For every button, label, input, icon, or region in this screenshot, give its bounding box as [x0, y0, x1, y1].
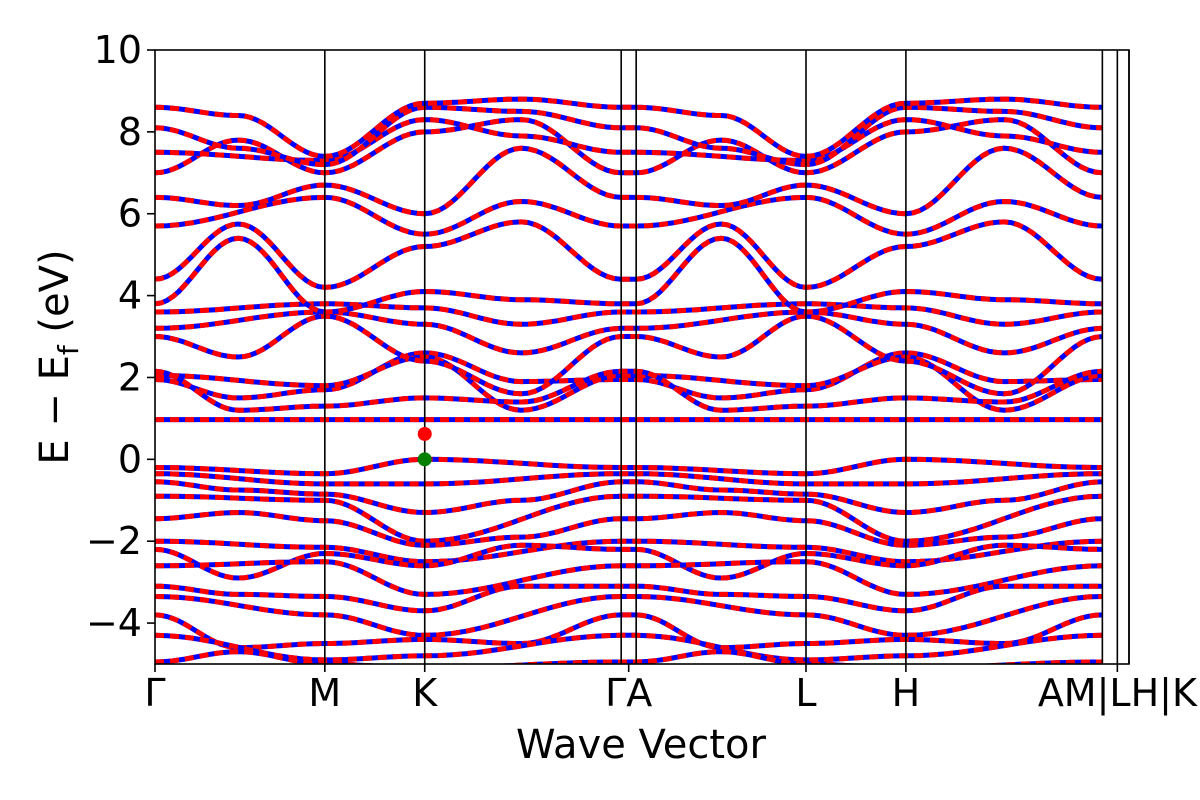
y-tick-label-5: 6: [118, 192, 142, 236]
y-axis-ticks: −4 −2 0 2 4 6 8 10: [86, 28, 155, 645]
band-21-series-dashed: [155, 219, 1103, 290]
band-5-series-dashed: [155, 509, 1103, 548]
y-axis-label: E − Ef (eV): [32, 249, 85, 464]
y-tick-label-3: 2: [118, 355, 142, 399]
band-20-series-dashed: [155, 235, 1103, 315]
y-axis-label-main: E − E: [32, 355, 78, 465]
x-tick-label-4: L: [795, 671, 816, 715]
band-26-series-dashed: [155, 104, 1103, 168]
band-8: [155, 559, 1103, 597]
band-13: [155, 649, 1103, 664]
band-7-series-dashed: [155, 542, 1103, 581]
y-tick-label-2: 0: [118, 437, 142, 481]
band-2: [155, 471, 1103, 487]
band-21: [155, 219, 1103, 290]
band-10-series-dashed: [155, 594, 1103, 638]
band-18-series-dashed: [155, 309, 1103, 356]
x-tick-label-0: Γ: [144, 671, 165, 715]
band-1: [155, 456, 1103, 477]
band-25-series-dashed: [155, 117, 1103, 164]
band-17: [155, 313, 1103, 397]
band-12: [155, 632, 1103, 663]
band-22: [155, 194, 1103, 237]
band-23: [155, 145, 1103, 217]
y-tick-label-7: 10: [94, 28, 142, 72]
band-14-series-dashed: [155, 350, 1103, 401]
band-6: [155, 538, 1103, 565]
band-3: [155, 479, 1103, 516]
band-6-series-dashed: [155, 538, 1103, 565]
band-9: [155, 583, 1103, 614]
band-23-series-dashed: [155, 145, 1103, 217]
y-tick-label-0: −4: [86, 601, 142, 645]
band-2-series-dashed: [155, 471, 1103, 487]
y-tick-label-6: 8: [118, 110, 142, 154]
band-11: [155, 612, 1103, 651]
marker-layer: [417, 426, 432, 467]
y-axis-label-unit: (eV): [32, 249, 78, 345]
x-tick-label-2: K: [412, 671, 438, 715]
band-15: [155, 354, 1103, 413]
band-3-series-dashed: [155, 479, 1103, 516]
band-17-series-dashed: [155, 313, 1103, 397]
x-tick-label-3: ΓA: [605, 671, 652, 715]
band-18: [155, 309, 1103, 356]
band-16: [155, 368, 1103, 413]
marker-vbm: [417, 452, 432, 467]
band-20: [155, 235, 1103, 315]
y-tick-label-4: 4: [118, 274, 142, 318]
x-axis-ticks: Γ M K ΓA L H AM|LH|K: [144, 664, 1198, 716]
band-12-series-dashed: [155, 632, 1103, 663]
plot-area-background: [155, 50, 1129, 664]
band-13-series-dashed: [155, 649, 1103, 664]
band-11-series-dashed: [155, 612, 1103, 651]
band-27-series-dashed: [155, 96, 1103, 159]
marker-cbm: [417, 426, 432, 441]
band-1-series-dashed: [155, 456, 1103, 477]
band-4: [155, 493, 1103, 544]
band-16-series-dashed: [155, 368, 1103, 413]
x-tick-label-1: M: [308, 671, 341, 715]
band-24: [155, 117, 1103, 176]
band-4-series-dashed: [155, 493, 1103, 544]
band-8-series-dashed: [155, 559, 1103, 597]
plot-frame: [154, 49, 1130, 665]
band-27: [155, 96, 1103, 159]
y-tick-label-1: −2: [86, 519, 142, 563]
band-10: [155, 594, 1103, 638]
band-15-series-dashed: [155, 354, 1103, 413]
band-7: [155, 542, 1103, 581]
band-24-series-dashed: [155, 117, 1103, 176]
band-22-series-dashed: [155, 194, 1103, 237]
x-tick-label-6: AM|LH|K: [1038, 671, 1198, 716]
x-tick-label-5: H: [892, 671, 921, 715]
band-5: [155, 509, 1103, 548]
band-19-series-solid: [155, 301, 1103, 327]
x-axis-label: Wave Vector: [516, 722, 767, 768]
band-26: [155, 104, 1103, 168]
y-axis-label-subscript: f: [52, 344, 85, 355]
bands-layer: [155, 96, 1103, 664]
band-19: [155, 301, 1103, 327]
band-25: [155, 117, 1103, 164]
band-9-series-dashed: [155, 583, 1103, 614]
band-14: [155, 350, 1103, 401]
